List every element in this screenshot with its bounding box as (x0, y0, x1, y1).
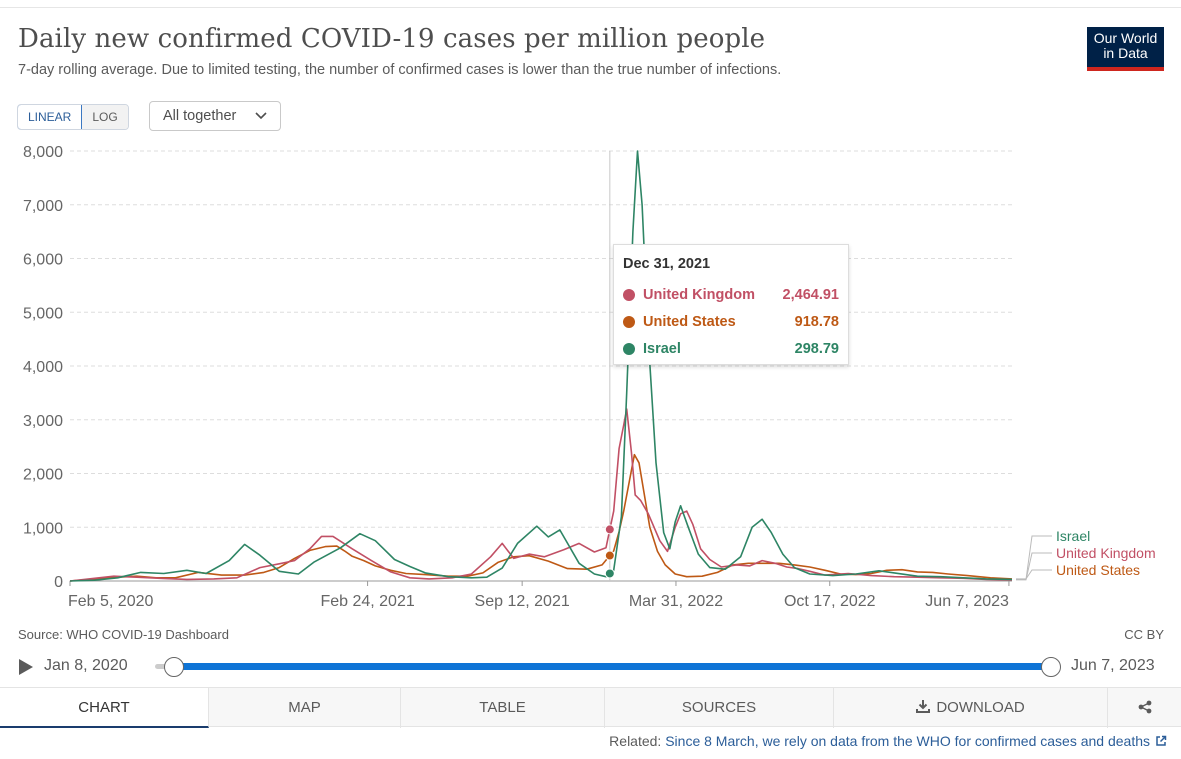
hover-tooltip: Dec 31, 2021 United Kingdom 2,464.91 Unite… (613, 244, 849, 365)
tooltip-series-value: 2,464.91 (782, 286, 839, 303)
tooltip-row: Israel 298.79 (623, 335, 839, 362)
tab-map[interactable]: MAP (209, 688, 401, 728)
tooltip-row: United Kingdom 2,464.91 (623, 281, 839, 308)
legend-dot (623, 288, 635, 301)
legend-dot (623, 315, 635, 328)
y-tick-label: 3,000 (23, 413, 63, 430)
license-link[interactable]: CC BY (1124, 627, 1164, 642)
download-icon (916, 700, 931, 713)
top-divider (0, 7, 1181, 8)
owid-logo[interactable]: Our World in Data (1087, 27, 1164, 71)
timeline-end-label: Jun 7, 2023 (1071, 657, 1155, 674)
hover-point (604, 568, 615, 579)
x-tick-label: Mar 31, 2022 (629, 593, 723, 610)
download-label: DOWNLOAD (936, 699, 1025, 716)
tab-download[interactable]: DOWNLOAD (834, 688, 1108, 728)
external-link-icon (1156, 735, 1167, 746)
series-line-israel (69, 150, 1013, 582)
chevron-down-icon (255, 108, 267, 127)
tooltip-series-name: Israel (643, 340, 681, 357)
timeline-start-label: Jan 8, 2020 (44, 657, 128, 674)
chart-subtitle: 7-day rolling average. Due to limited te… (18, 62, 782, 78)
hover-point (604, 550, 615, 561)
end-label: United Kingdom (1056, 545, 1156, 561)
end-label: United States (1056, 562, 1140, 578)
end-label-connector (1016, 535, 1052, 580)
line-chart[interactable]: 0 1,000 2,000 3,000 4,000 5,000 6,000 7,000 8,00… (0, 140, 1181, 620)
logo-line-2: in Data (1103, 45, 1148, 61)
y-tick-label: 1,000 (23, 520, 63, 537)
legend-dot (623, 342, 635, 355)
x-tick-label: Jun 7, 2023 (925, 593, 1009, 610)
related-prefix: Related: (609, 733, 662, 749)
x-tick-label: Feb 5, 2020 (68, 593, 154, 610)
x-tick-label: Sep 12, 2021 (475, 593, 570, 610)
share-button[interactable] (1108, 688, 1181, 728)
y-tick-label: 8,000 (23, 144, 63, 161)
tab-sources[interactable]: SOURCES (605, 688, 834, 728)
tooltip-series-value: 918.78 (794, 313, 839, 330)
related-note: Related: Since 8 March, we rely on data … (609, 733, 1167, 749)
log-scale-button[interactable]: LOG (82, 105, 128, 129)
y-tick-label: 7,000 (23, 198, 63, 215)
end-label: Israel (1056, 528, 1090, 544)
scale-toggle: LINEAR LOG (17, 104, 129, 130)
linear-scale-button[interactable]: LINEAR (17, 105, 83, 129)
facet-dropdown[interactable]: All together (149, 101, 281, 131)
series-line-united-kingdom (69, 408, 1013, 582)
chart-title: Daily new confirmed COVID-19 cases per m… (18, 24, 766, 54)
y-tick-label: 5,000 (23, 305, 63, 322)
tooltip-series-name: United States (643, 313, 736, 330)
y-tick-label: 0 (54, 574, 63, 591)
x-tick-label: Oct 17, 2022 (784, 593, 876, 610)
dropdown-value: All together (163, 108, 237, 124)
timeline-start-handle[interactable] (164, 657, 184, 677)
timeline-end-handle[interactable] (1041, 657, 1061, 677)
source-note: Source: WHO COVID-19 Dashboard (18, 627, 229, 642)
x-tick-label: Feb 24, 2021 (320, 593, 414, 610)
end-label-connector (1016, 552, 1052, 581)
tab-bar: CHART MAP TABLE SOURCES DOWNLOAD (0, 687, 1181, 728)
related-link[interactable]: Since 8 March, we rely on data from the … (665, 733, 1167, 749)
tooltip-date: Dec 31, 2021 (623, 256, 711, 272)
logo-line-1: Our World (1093, 30, 1158, 46)
tab-table[interactable]: TABLE (401, 688, 605, 728)
y-tick-label: 4,000 (23, 359, 63, 376)
end-label-connector (1016, 569, 1052, 580)
y-tick-label: 2,000 (23, 467, 63, 484)
y-tick-label: 6,000 (23, 252, 63, 269)
share-icon (1138, 700, 1151, 714)
hover-point (604, 524, 615, 535)
tooltip-series-value: 298.79 (794, 340, 839, 357)
tab-chart[interactable]: CHART (0, 688, 209, 728)
tooltip-series-name: United Kingdom (643, 286, 755, 303)
timeline-selected-range (174, 663, 1051, 670)
tooltip-row: United States 918.78 (623, 308, 839, 335)
play-icon[interactable] (19, 659, 33, 675)
